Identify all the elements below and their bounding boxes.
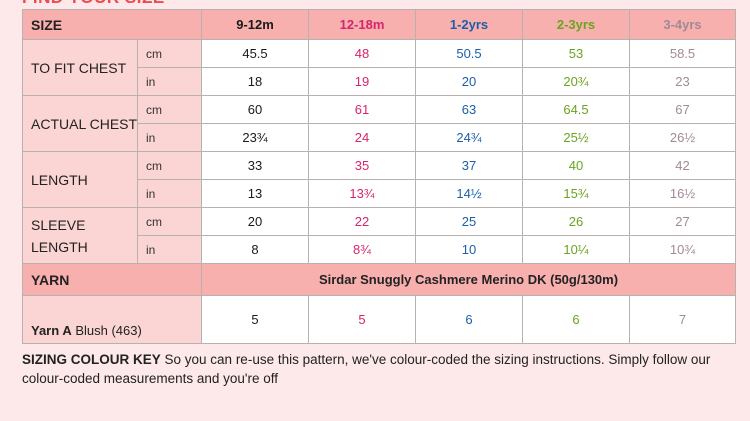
size-col-header: 2-3yrs bbox=[522, 9, 630, 40]
yarn-header-row: YARN Sirdar Snuggly Cashmere Merino DK (… bbox=[22, 263, 736, 296]
unit-label: cm bbox=[137, 95, 202, 124]
size-col-header: 9-12m bbox=[201, 9, 309, 40]
size-col-header: 3-4yrs bbox=[629, 9, 736, 40]
table-cell: 7 bbox=[629, 295, 736, 344]
yarn-a-prefix: Yarn A bbox=[31, 323, 72, 338]
table-cell: 45.5 bbox=[201, 39, 309, 68]
table-cell: 24 bbox=[308, 123, 416, 152]
table-cell: 5 bbox=[201, 295, 309, 344]
table-row: in 13 13¾ 14½ 15¾ 16½ bbox=[23, 179, 736, 208]
size-col-header: 12-18m bbox=[308, 9, 416, 40]
table-cell: 35 bbox=[308, 151, 416, 180]
table-cell: 5 bbox=[308, 295, 416, 344]
table-cell: 42 bbox=[629, 151, 736, 180]
table-cell: 10¾ bbox=[629, 235, 736, 264]
table-cell: 26½ bbox=[629, 123, 736, 152]
table-cell: 27 bbox=[629, 207, 736, 236]
unit-label: cm bbox=[137, 39, 202, 68]
table-row: Yarn A Blush (463) 5 5 6 6 7 bbox=[22, 295, 736, 344]
table-cell: 26 bbox=[522, 207, 630, 236]
table-cell: 23 bbox=[629, 67, 736, 96]
table-row: in 23¾ 24 24¾ 25½ 26½ bbox=[23, 123, 736, 152]
size-table: SIZE 9-12m 12-18m 1-2yrs 2-3yrs 3-4yrs T… bbox=[22, 9, 736, 344]
table-cell: 20 bbox=[201, 207, 309, 236]
table-cell: 63 bbox=[415, 95, 523, 124]
yarn-a-label: Yarn A Blush (463) bbox=[22, 295, 202, 344]
table-cell: 53 bbox=[522, 39, 630, 68]
table-cell: 23¾ bbox=[201, 123, 309, 152]
table-cell: 6 bbox=[522, 295, 630, 344]
yarn-a-colour: Blush (463) bbox=[71, 323, 142, 338]
table-row: in 8 8¾ 10 10¼ 10¾ bbox=[23, 235, 736, 264]
table-row: TO FIT CHEST cm 45.5 48 50.5 53 58.5 bbox=[22, 39, 736, 96]
table-cell: 13¾ bbox=[308, 179, 416, 208]
table-cell: 60 bbox=[201, 95, 309, 124]
unit-label: in bbox=[137, 179, 202, 208]
table-cell: 50.5 bbox=[415, 39, 523, 68]
table-cell: 14½ bbox=[415, 179, 523, 208]
table-cell: 40 bbox=[522, 151, 630, 180]
footnote-text: So you can re-use this pattern, we've co… bbox=[22, 352, 711, 386]
unit-label: in bbox=[137, 123, 202, 152]
table-cell: 8¾ bbox=[308, 235, 416, 264]
unit-label: in bbox=[137, 235, 202, 264]
table-row: LENGTH cm 33 35 37 40 42 bbox=[22, 151, 736, 208]
table-cell: 19 bbox=[308, 67, 416, 96]
table-cell: 13 bbox=[201, 179, 309, 208]
sizing-colour-key: SIZING COLOUR KEY So you can re-use this… bbox=[22, 350, 722, 388]
table-row: in 18 19 20 20¾ 23 bbox=[23, 67, 736, 96]
table-cell: 48 bbox=[308, 39, 416, 68]
size-col-header: 1-2yrs bbox=[415, 9, 523, 40]
table-cell: 16½ bbox=[629, 179, 736, 208]
table-cell: 10 bbox=[415, 235, 523, 264]
table-cell: 25 bbox=[415, 207, 523, 236]
table-cell: 10¼ bbox=[522, 235, 630, 264]
footnote-title: SIZING COLOUR KEY bbox=[22, 352, 161, 367]
measurement-label: LENGTH bbox=[22, 151, 138, 208]
yarn-header: YARN bbox=[22, 263, 202, 296]
table-cell: 22 bbox=[308, 207, 416, 236]
table-row: ACTUAL CHEST cm 60 61 63 64.5 67 bbox=[22, 95, 736, 152]
table-row: SLEEVE LENGTH cm 20 22 25 26 27 bbox=[22, 207, 736, 264]
table-cell: 67 bbox=[629, 95, 736, 124]
table-cell: 6 bbox=[415, 295, 523, 344]
table-cell: 25½ bbox=[522, 123, 630, 152]
size-header: SIZE bbox=[22, 9, 202, 40]
table-cell: 37 bbox=[415, 151, 523, 180]
table-cell: 18 bbox=[201, 67, 309, 96]
unit-label: in bbox=[137, 67, 202, 96]
table-cell: 20 bbox=[415, 67, 523, 96]
measurement-label: ACTUAL CHEST bbox=[22, 95, 138, 152]
measurement-label: TO FIT CHEST bbox=[22, 39, 138, 96]
header-row: SIZE 9-12m 12-18m 1-2yrs 2-3yrs 3-4yrs bbox=[22, 9, 736, 40]
table-cell: 8 bbox=[201, 235, 309, 264]
table-cell: 15¾ bbox=[522, 179, 630, 208]
table-cell: 20¾ bbox=[522, 67, 630, 96]
table-cell: 33 bbox=[201, 151, 309, 180]
unit-label: cm bbox=[137, 207, 202, 236]
measurement-label: SLEEVE LENGTH bbox=[22, 207, 138, 264]
page-heading: FIND YOUR SIZE bbox=[22, 0, 165, 8]
yarn-name: Sirdar Snuggly Cashmere Merino DK (50g/1… bbox=[201, 263, 736, 296]
table-cell: 24¾ bbox=[415, 123, 523, 152]
table-cell: 61 bbox=[308, 95, 416, 124]
table-cell: 58.5 bbox=[629, 39, 736, 68]
table-cell: 64.5 bbox=[522, 95, 630, 124]
unit-label: cm bbox=[137, 151, 202, 180]
